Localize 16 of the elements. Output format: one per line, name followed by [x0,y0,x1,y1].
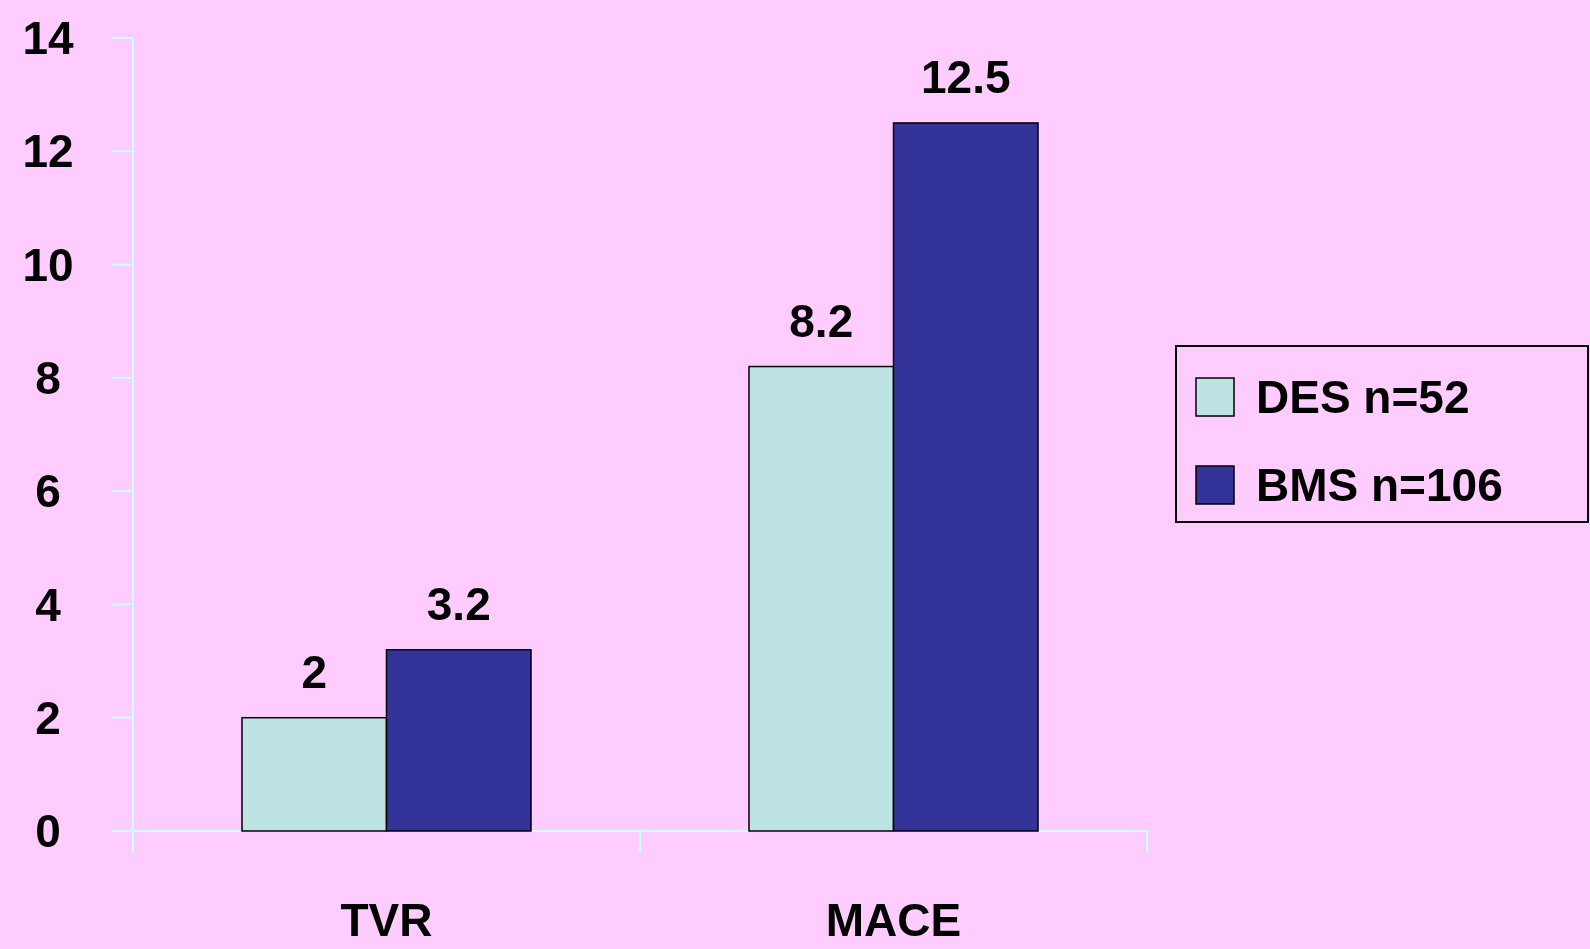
data-label: 2 [301,645,328,698]
x-tick-label: MACE [825,894,962,946]
x-tick-label: TVR [340,894,433,946]
y-tick-label: 6 [35,465,61,518]
y-tick-label: 8 [35,351,61,404]
legend-label: DES n=52 [1256,371,1470,424]
y-tick-label: 0 [35,805,61,858]
data-label: 12.5 [920,50,1011,103]
legend-label: BMS n=106 [1256,459,1503,512]
data-label: 3.2 [426,577,491,630]
y-tick-label: 12 [22,125,74,178]
y-tick-label: 10 [22,238,74,291]
data-label: 8.2 [789,294,854,347]
y-tick-label: 2 [35,691,61,744]
y-tick-label: 4 [35,578,62,631]
y-tick-label: 14 [22,12,74,65]
